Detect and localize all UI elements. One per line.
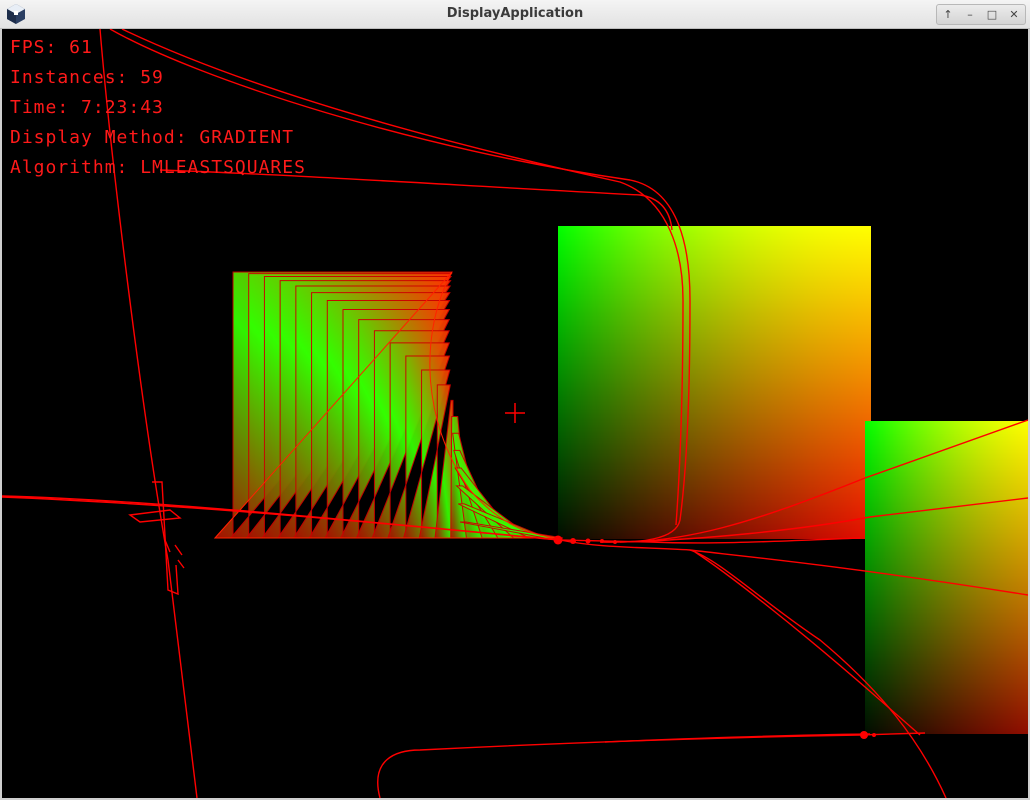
maximize-button[interactable]: □ [986, 8, 998, 21]
window-border-bottom [0, 798, 1030, 800]
crosshair-icon [505, 403, 525, 423]
minimize-button[interactable]: – [967, 8, 973, 21]
title-bar[interactable]: DisplayApplication ↑ – □ ✕ [0, 0, 1030, 29]
gradient-fan [213, 271, 564, 539]
fps-readout: FPS: 61 [10, 37, 93, 58]
time-readout: Time: 7:23:43 [10, 97, 164, 118]
window-border-right [1028, 29, 1030, 800]
display-method-readout: Display Method: GRADIENT [10, 127, 295, 148]
gradient-square-large [558, 226, 871, 539]
close-button[interactable]: ✕ [1009, 8, 1019, 21]
window-border-left [0, 29, 2, 800]
track-points [553, 535, 876, 739]
algorithm-readout: Algorithm: LMLEASTSQUARES [10, 157, 306, 178]
keep-above-button[interactable]: ↑ [943, 8, 953, 21]
instances-readout: Instances: 59 [10, 67, 164, 88]
window-controls: ↑ – □ ✕ [936, 4, 1026, 25]
app-cube-icon[interactable] [5, 3, 27, 25]
track-lines [2, 29, 1028, 798]
render-viewport[interactable]: FPS: 61 Instances: 59 Time: 7:23:43 Disp… [2, 29, 1028, 798]
fan-outline [213, 271, 559, 539]
scene-canvas [2, 29, 1028, 798]
gradient-square-right [865, 421, 1028, 734]
window-title: DisplayApplication [446, 6, 584, 21]
